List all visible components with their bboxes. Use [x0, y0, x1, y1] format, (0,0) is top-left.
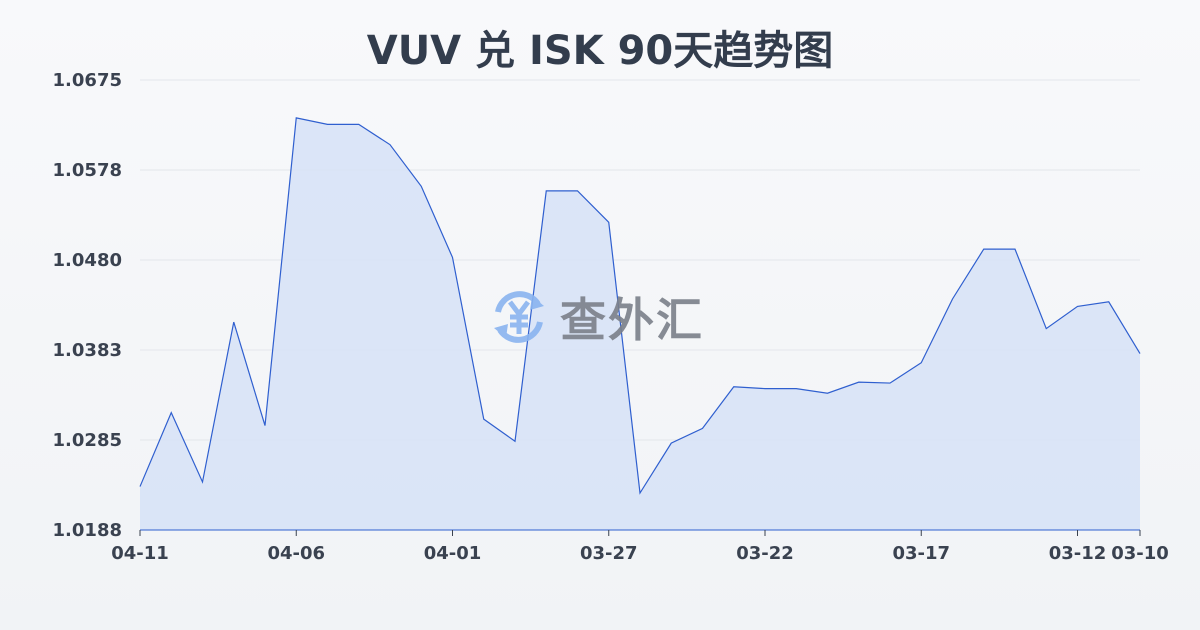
x-tick-label: 03-12: [1049, 543, 1107, 564]
y-tick-label: 1.0675: [53, 70, 122, 91]
y-tick-label: 1.0285: [53, 430, 122, 451]
watermark: 查外汇: [488, 284, 704, 350]
y-tick-label: 1.0480: [53, 250, 122, 271]
x-tick-label: 04-01: [424, 543, 482, 564]
chart-title: VUV 兑 ISK 90天趋势图: [366, 28, 834, 74]
x-tick-label: 03-27: [580, 543, 638, 564]
y-tick-label: 1.0188: [53, 520, 122, 541]
watermark-text: 查外汇: [560, 293, 704, 347]
area-fill: [140, 117, 1140, 530]
x-tick-label: 03-17: [892, 543, 950, 564]
x-tick-label: 04-06: [267, 543, 325, 564]
series-line: [139, 117, 1141, 495]
yen-exchange-icon: [494, 291, 544, 343]
x-tick-label: 04-11: [111, 543, 169, 564]
x-tick-label: 03-10: [1111, 543, 1169, 564]
x-tick-label: 03-22: [736, 543, 794, 564]
y-tick-label: 1.0383: [53, 340, 122, 361]
y-tick-label: 1.0578: [53, 160, 122, 181]
